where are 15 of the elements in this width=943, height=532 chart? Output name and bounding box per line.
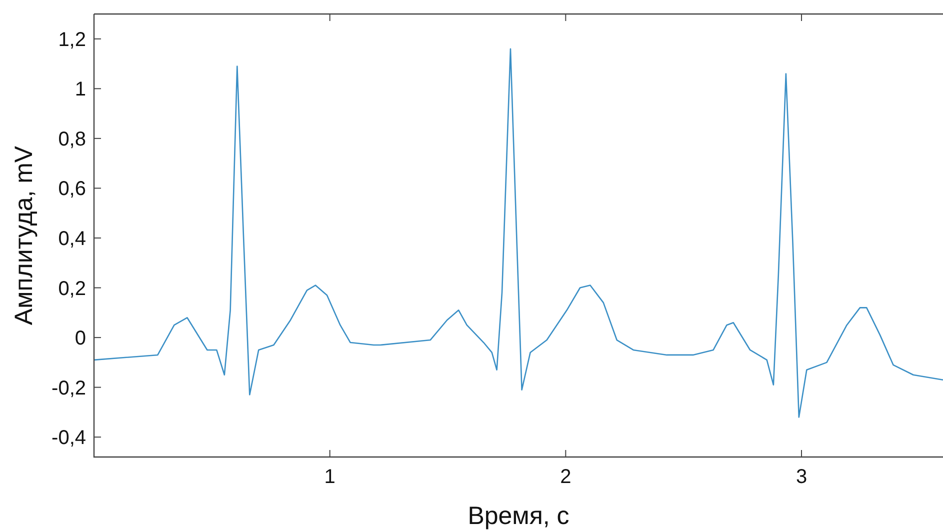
y-tick-label: -0,4 <box>52 427 86 450</box>
x-tick-label: 3 <box>796 466 808 488</box>
y-tick-label: 0,6 <box>58 178 86 200</box>
x-axis-title: Время, с <box>468 502 570 530</box>
y-tick-label: 0,8 <box>58 128 86 150</box>
y-tick-label: 1 <box>74 78 86 101</box>
y-tick-label: 0,2 <box>58 278 86 300</box>
y-tick-label: 0 <box>74 328 86 350</box>
line-series <box>93 48 943 418</box>
y-tick-label: -0,2 <box>52 377 86 400</box>
y-tick-label: 0,4 <box>58 228 86 250</box>
y-tick-label: 1,2 <box>58 28 86 51</box>
x-tick-label: 2 <box>560 466 572 488</box>
x-tick-label: 1 <box>324 466 336 488</box>
y-axis-title: Амплитуда, mV <box>10 146 38 326</box>
